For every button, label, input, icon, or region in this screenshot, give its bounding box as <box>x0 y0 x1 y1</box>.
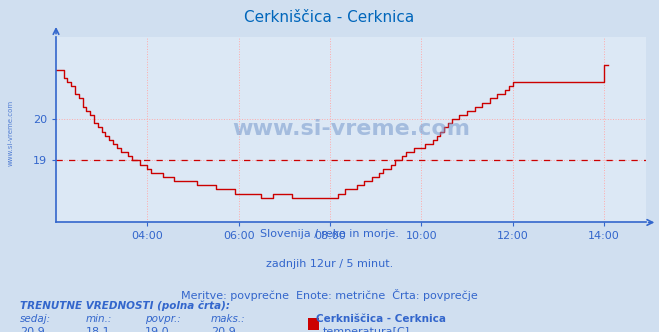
Text: www.si-vreme.com: www.si-vreme.com <box>232 120 470 139</box>
Text: Slovenija / reke in morje.: Slovenija / reke in morje. <box>260 229 399 239</box>
Text: zadnjih 12ur / 5 minut.: zadnjih 12ur / 5 minut. <box>266 259 393 269</box>
Text: Cerkniščica - Cerknica: Cerkniščica - Cerknica <box>244 10 415 25</box>
Text: www.si-vreme.com: www.si-vreme.com <box>8 100 14 166</box>
Text: 19,0: 19,0 <box>145 327 169 332</box>
Text: 18,1: 18,1 <box>86 327 110 332</box>
Text: 20,9: 20,9 <box>20 327 45 332</box>
Text: sedaj:: sedaj: <box>20 314 51 324</box>
Text: TRENUTNE VREDNOSTI (polna črta):: TRENUTNE VREDNOSTI (polna črta): <box>20 300 230 311</box>
Text: maks.:: maks.: <box>211 314 246 324</box>
Text: povpr.:: povpr.: <box>145 314 181 324</box>
Text: Cerkniščica - Cerknica: Cerkniščica - Cerknica <box>316 314 446 324</box>
Text: temperatura[C]: temperatura[C] <box>323 327 410 332</box>
Text: 20,9: 20,9 <box>211 327 236 332</box>
Text: min.:: min.: <box>86 314 112 324</box>
Text: Meritve: povprečne  Enote: metrične  Črta: povprečje: Meritve: povprečne Enote: metrične Črta:… <box>181 289 478 301</box>
